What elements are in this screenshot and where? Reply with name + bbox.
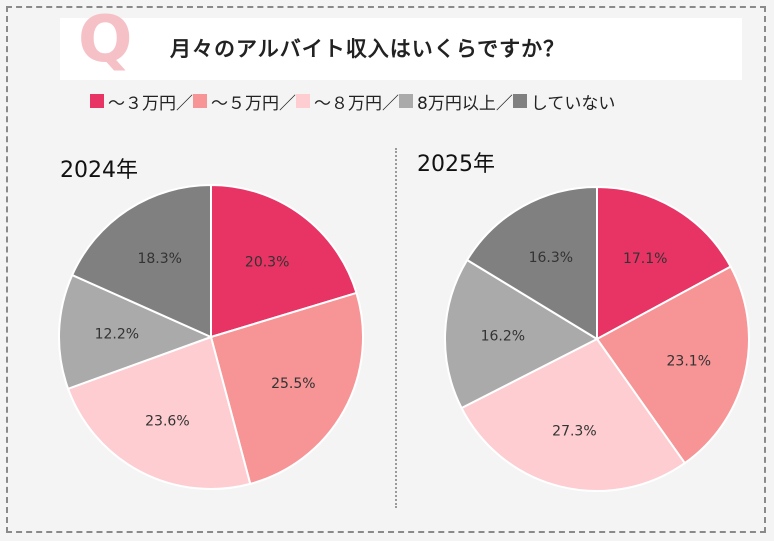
pie-2024-slice-0 bbox=[210, 183, 358, 339]
page-title: 月々のアルバイト収入はいくらですか？ bbox=[170, 37, 566, 61]
legend-item-2: 〜８万円／ bbox=[296, 89, 399, 114]
pie-2025-slice-0 bbox=[596, 185, 733, 341]
pie-2025-slice-1 bbox=[595, 265, 750, 465]
pie-2024-slice-4 bbox=[70, 183, 212, 339]
pie-2024-label-0: 20.3% bbox=[245, 254, 289, 270]
legend-item-1: 〜５万円／ bbox=[193, 89, 296, 114]
pie-2025-slice-4 bbox=[465, 185, 598, 341]
legend-label-4: していない bbox=[530, 93, 616, 114]
pie-2024-label-2: 23.6% bbox=[145, 414, 189, 430]
chart-divider bbox=[395, 148, 397, 508]
pie-2024-label-1: 25.5% bbox=[271, 376, 315, 392]
legend-swatch-3 bbox=[399, 94, 413, 108]
legend-swatch-2 bbox=[296, 94, 310, 108]
legend: 〜３万円／ 〜５万円／ 〜８万円／ 8万円以上／ していない bbox=[90, 89, 616, 114]
pie-2024-label-3: 12.2% bbox=[95, 327, 139, 343]
legend-swatch-0 bbox=[90, 94, 104, 108]
pie-2024-label-4: 18.3% bbox=[137, 251, 181, 267]
outer-frame bbox=[6, 6, 766, 533]
legend-label-3: 8万円以上／ bbox=[417, 93, 513, 114]
pie-2025-label-4: 16.3% bbox=[529, 250, 573, 266]
q-mark: Q bbox=[78, 3, 133, 77]
pie-2025-label-2: 27.3% bbox=[552, 423, 596, 439]
legend-label-0: 〜３万円／ bbox=[108, 93, 193, 114]
pie-2025-label-1: 23.1% bbox=[667, 353, 711, 369]
title-bar bbox=[60, 18, 742, 80]
legend-item-3: 8万円以上／ bbox=[399, 89, 513, 114]
chart-title-2024: 2024年 bbox=[60, 158, 138, 183]
pie-2025-slice-2 bbox=[460, 337, 687, 492]
legend-item-0: 〜３万円／ bbox=[90, 89, 193, 114]
pie-2024-slice-1 bbox=[209, 291, 364, 486]
pie-2025-label-3: 16.2% bbox=[481, 328, 525, 344]
legend-label-2: 〜８万円／ bbox=[314, 93, 399, 114]
legend-swatch-4 bbox=[512, 94, 527, 108]
pie-2025-label-0: 17.1% bbox=[623, 251, 667, 267]
legend-label-1: 〜５万円／ bbox=[211, 93, 296, 114]
legend-swatch-1 bbox=[193, 94, 207, 108]
chart-title-2025: 2025年 bbox=[417, 152, 495, 177]
legend-item-4: していない bbox=[512, 89, 616, 114]
pie-2024-slice-3 bbox=[58, 273, 214, 391]
pie-2025-slice-3 bbox=[444, 258, 600, 410]
pie-2024-slice-2 bbox=[66, 335, 252, 490]
